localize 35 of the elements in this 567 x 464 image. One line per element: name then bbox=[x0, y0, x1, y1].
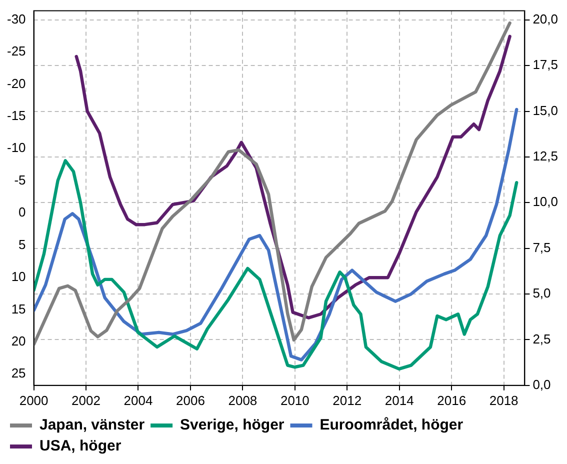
x-tick-label: 2004 bbox=[124, 392, 153, 408]
y2-tick-label: 2,5 bbox=[532, 331, 551, 346]
y-tick-label: 5 bbox=[18, 236, 26, 252]
x-tick-label: 2012 bbox=[332, 392, 362, 408]
y-tick-label: 0 bbox=[18, 204, 26, 220]
y-tick-label: -15 bbox=[6, 108, 26, 124]
legend-label: Euroområdet, höger bbox=[320, 416, 464, 434]
y2-tick-label: 20,0 bbox=[532, 12, 558, 27]
y2-tick-label: 10,0 bbox=[532, 194, 558, 210]
y-tick-label: -30 bbox=[6, 11, 26, 26]
y-tick-label: 25 bbox=[11, 366, 26, 381]
x-tick-label: 2008 bbox=[228, 392, 258, 408]
y-tick-label: -20 bbox=[6, 76, 26, 91]
y2-tick-label: 17,5 bbox=[532, 57, 558, 72]
y2-tick-label: 12,5 bbox=[532, 148, 558, 164]
x-tick-label: 2006 bbox=[176, 392, 205, 408]
y-tick-label: -5 bbox=[14, 172, 26, 188]
x-tick-label: 2014 bbox=[384, 392, 414, 408]
y-tick-label: 10 bbox=[11, 269, 26, 284]
y-tick-label: 15 bbox=[11, 301, 26, 316]
x-tick-label: 2002 bbox=[72, 392, 100, 408]
x-tick-label: 2018 bbox=[489, 392, 518, 408]
legend-label: Japan, vänster bbox=[40, 416, 145, 434]
x-tick-label: 2000 bbox=[19, 392, 48, 408]
legend-label: Sverige, höger bbox=[180, 416, 284, 434]
y2-tick-label: 5,0 bbox=[532, 286, 551, 301]
y-tick-label: -10 bbox=[6, 140, 26, 156]
y2-tick-label: 7,5 bbox=[532, 240, 551, 255]
y-tick-label: -25 bbox=[6, 44, 26, 59]
y-tick-label: 20 bbox=[11, 333, 26, 348]
y2-tick-label: 0,0 bbox=[532, 376, 551, 392]
legend-label: USA, höger bbox=[40, 438, 122, 455]
x-tick-label: 2010 bbox=[280, 392, 310, 408]
x-tick-label: 2016 bbox=[437, 392, 466, 408]
y2-tick-label: 15,0 bbox=[532, 102, 558, 118]
